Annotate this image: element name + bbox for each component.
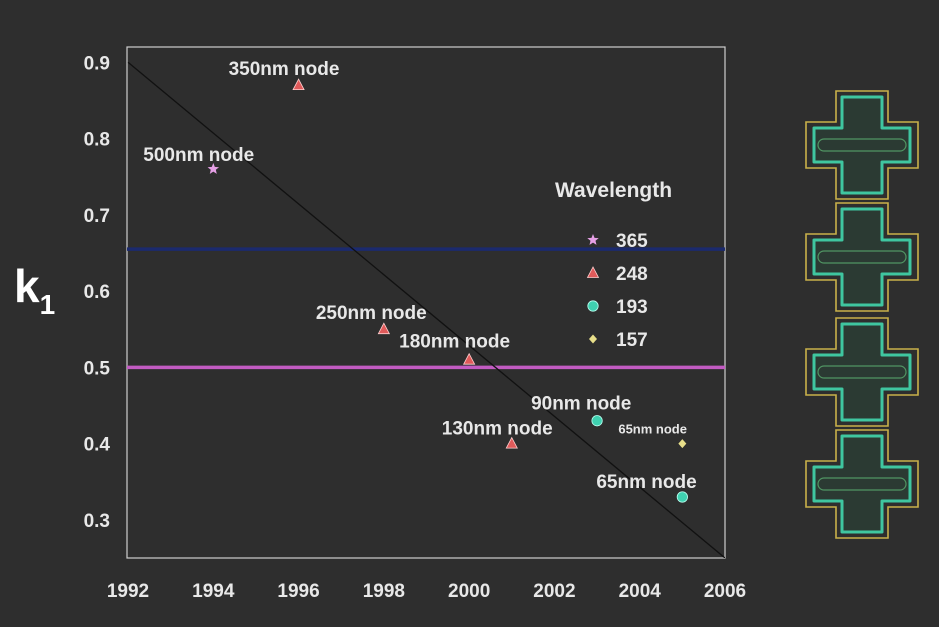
x-tick-label: 1996 <box>277 581 319 602</box>
y-tick-label: 0.3 <box>84 511 110 532</box>
data-point-248 <box>292 78 305 91</box>
point-label: 130nm node <box>442 419 553 440</box>
y-tick-label: 0.8 <box>84 130 110 151</box>
x-tick-label: 1992 <box>107 581 149 602</box>
mask-cell-contour <box>812 322 912 422</box>
legend-label: 193 <box>616 297 648 318</box>
y-tick-label: 0.5 <box>84 358 111 379</box>
legend-label: 365 <box>616 231 648 252</box>
y-tick-label: 0.4 <box>84 435 111 456</box>
data-point-193 <box>591 415 603 427</box>
point-label: 65nm node <box>618 422 687 437</box>
point-label: 90nm node <box>531 394 631 415</box>
mask-cell-highlight <box>817 250 907 264</box>
mask-cell-outline <box>805 317 919 427</box>
data-point-157 <box>678 439 687 449</box>
trend-line-group <box>127 61 725 558</box>
data-points <box>207 78 688 503</box>
mask-cell-contour <box>812 434 912 534</box>
data-point-248 <box>505 436 518 449</box>
x-tick-label: 2000 <box>448 581 490 602</box>
legend-label: 157 <box>616 330 648 351</box>
plot-frame <box>126 46 726 559</box>
x-tick-label: 2004 <box>619 581 662 602</box>
y-tick-label: 0.7 <box>84 206 110 227</box>
mask-cell-outline <box>805 90 919 200</box>
x-tick-labels: 1992 1994 1996 1998 2000 2002 2004 2006 <box>107 581 746 602</box>
mask-pattern-illustration <box>805 90 919 539</box>
data-point-193 <box>676 491 688 503</box>
legend: Wavelength 365 248 193 157 <box>555 179 672 351</box>
point-labels: 500nm node 350nm node 250nm node 180nm node… <box>143 59 696 493</box>
point-label: 500nm node <box>143 145 254 166</box>
mask-cell-highlight <box>817 477 907 491</box>
trend-line <box>127 61 725 558</box>
point-label: 65nm node <box>596 472 696 493</box>
y-tick-label: 0.6 <box>84 282 110 303</box>
legend-marker-157 <box>589 334 597 344</box>
x-tick-label: 1998 <box>363 581 405 602</box>
legend-marker-248 <box>586 266 600 278</box>
y-tick-label: 0.9 <box>84 53 110 74</box>
data-point-248 <box>462 352 476 365</box>
mask-cell-highlight <box>817 138 907 152</box>
mask-cell-contour <box>812 207 912 307</box>
mask-cell-highlight <box>817 365 907 379</box>
legend-marker-193 <box>587 300 599 312</box>
mask-cell-outline <box>805 429 919 539</box>
point-label: 350nm node <box>229 59 340 80</box>
legend-marker-365 <box>587 234 599 245</box>
x-tick-label: 2002 <box>533 581 575 602</box>
legend-title: Wavelength <box>555 179 672 202</box>
data-point-248 <box>377 322 391 335</box>
reference-lines <box>127 247 725 370</box>
point-label: 180nm node <box>399 332 510 353</box>
data-point-365 <box>207 163 219 174</box>
legend-label: 248 <box>616 264 648 285</box>
x-tick-label: 2006 <box>704 581 746 602</box>
mask-cell-outline <box>805 202 919 312</box>
mask-cell-contour <box>812 95 912 195</box>
y-tick-labels: 0.9 0.8 0.7 0.6 0.5 0.4 0.3 <box>84 53 111 532</box>
legend-entries: 365 248 193 157 <box>586 231 648 351</box>
x-tick-label: 1994 <box>192 581 235 602</box>
y-axis-label: k1 <box>14 260 55 320</box>
point-label: 250nm node <box>316 303 427 324</box>
